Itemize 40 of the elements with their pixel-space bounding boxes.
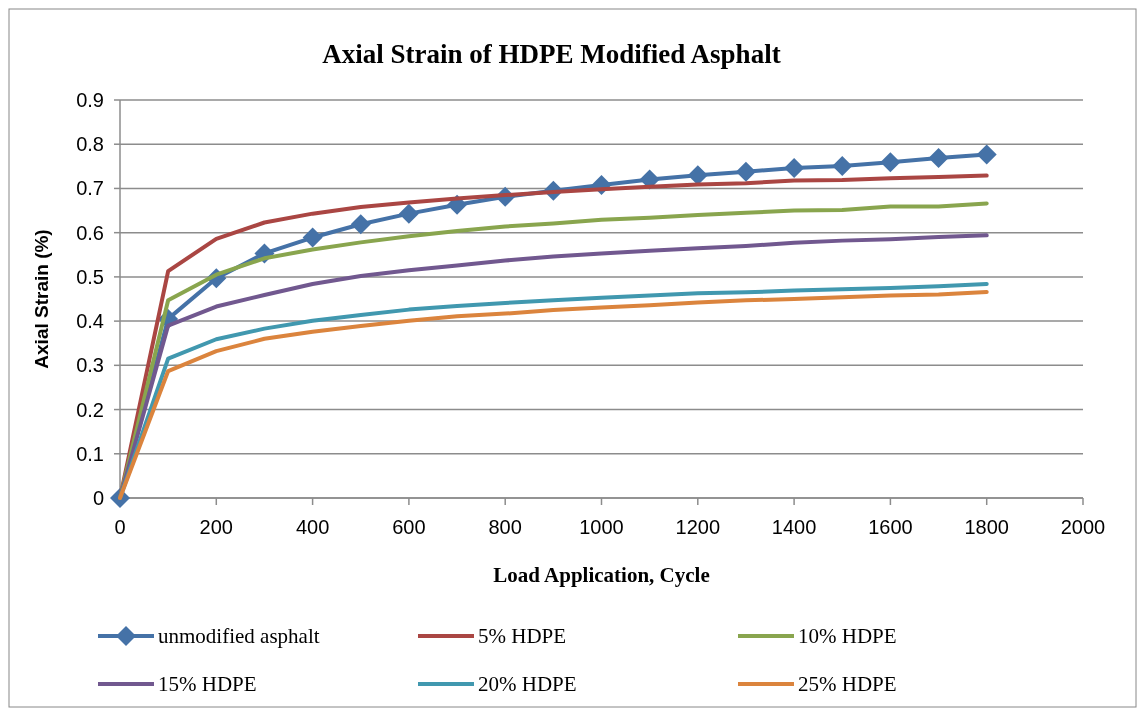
point xyxy=(880,152,901,173)
x-tick-label: 400 xyxy=(295,516,330,538)
y-tick-label: 0.5 xyxy=(76,265,104,288)
point xyxy=(350,214,371,235)
point xyxy=(302,227,323,248)
y-tick-label: 0.2 xyxy=(76,398,104,421)
x-tick-label: 0 xyxy=(114,516,126,538)
x-tick-label: 1200 xyxy=(675,516,721,538)
x-tick-label: 2000 xyxy=(1060,516,1106,538)
y-tick-label: 0.8 xyxy=(76,133,104,156)
point xyxy=(735,161,756,182)
point xyxy=(398,203,419,224)
x-tick-label: 1600 xyxy=(868,516,913,538)
legend-label: 15% HDPE xyxy=(158,672,257,697)
legend-label: 25% HDPE xyxy=(798,672,897,697)
point xyxy=(976,144,997,165)
x-tick-label: 600 xyxy=(392,516,426,538)
x-tick-label: 1800 xyxy=(964,516,1009,538)
y-axis-title: Axial Strain (%) xyxy=(31,229,52,369)
point xyxy=(832,155,853,176)
point xyxy=(687,165,708,186)
y-tick-label: 0.6 xyxy=(76,221,104,244)
point xyxy=(928,147,949,168)
legend-label: 10% HDPE xyxy=(798,624,897,649)
x-axis-title: Load Application, Cycle xyxy=(493,563,710,587)
x-tick-label: 1400 xyxy=(771,516,817,538)
legend-label: unmodified asphalt xyxy=(158,624,320,649)
y-tick-label: 0.4 xyxy=(76,310,104,333)
y-tick-label: 0.3 xyxy=(76,354,104,377)
y-tick-label: 0.1 xyxy=(76,442,104,465)
x-tick-label: 1000 xyxy=(579,516,624,538)
point xyxy=(784,158,805,179)
x-tick-label: 200 xyxy=(199,516,233,538)
y-tick-label: 0.9 xyxy=(76,89,104,111)
legend-label: 20% HDPE xyxy=(478,672,577,697)
y-tick-label: 0.7 xyxy=(76,177,104,200)
x-tick-label: 800 xyxy=(488,516,522,538)
legend-label: 5% HDPE xyxy=(478,624,567,649)
chart-title: Axial Strain of HDPE Modified Asphalt xyxy=(322,39,781,69)
y-tick-label: 0 xyxy=(92,487,104,509)
